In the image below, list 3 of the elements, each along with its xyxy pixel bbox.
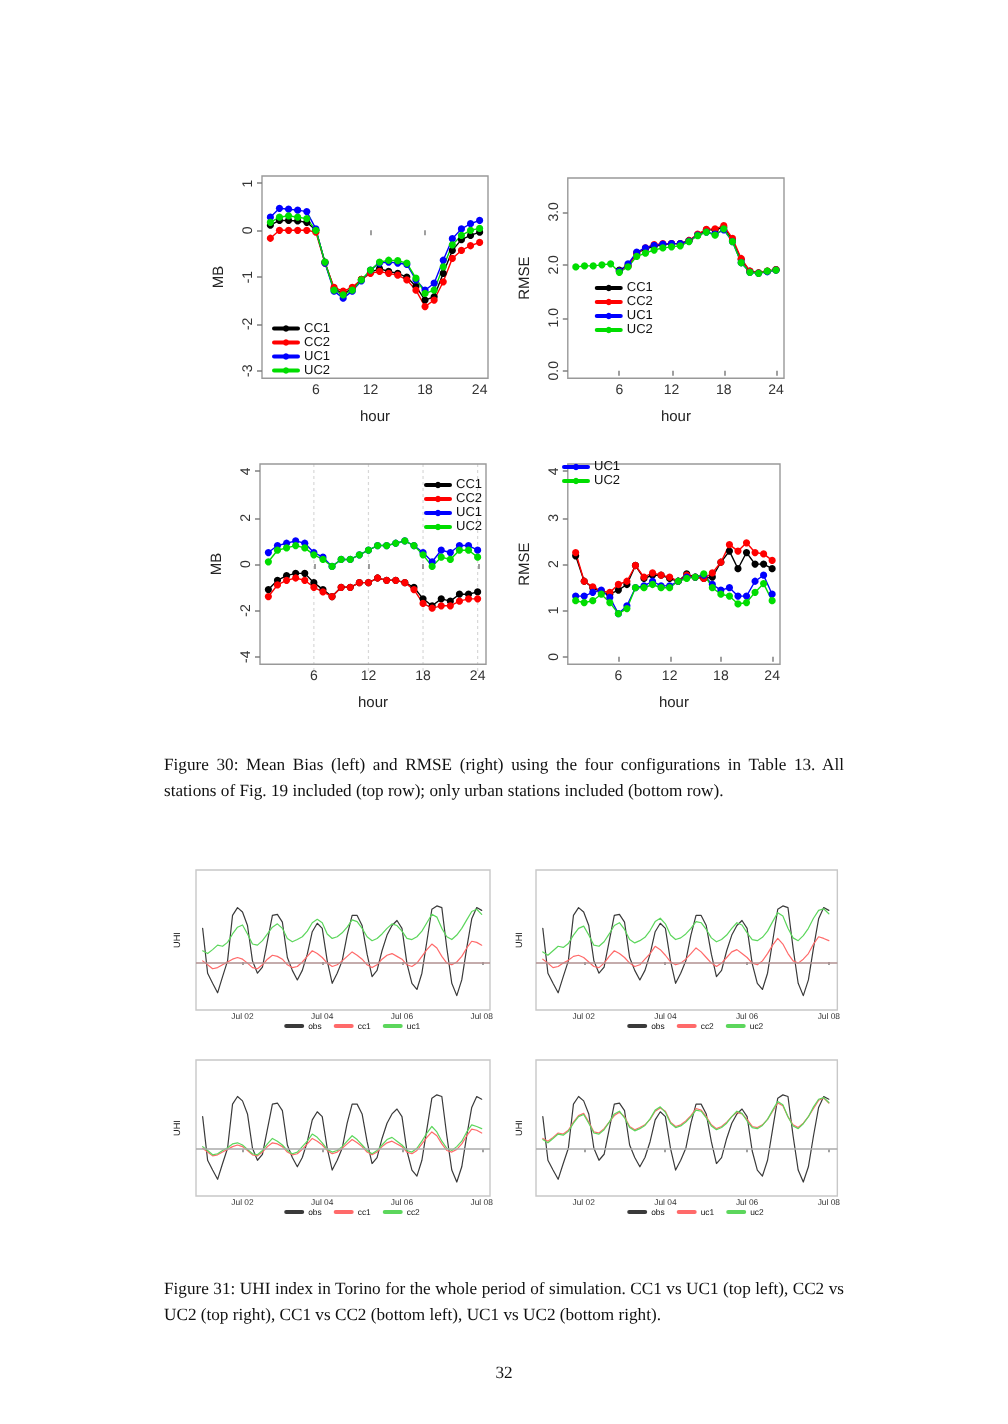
caption: Figure 30: Mean Bias (left) and RMSE (right) using the four configurations in Table 13. All stations of Fig. 19 included (top row); only urban stations included (bottom row). (164, 752, 844, 804)
caption: Figure 31: UHI index in Torino for the whole period of simulation. CC1 vs UC1 (top left), CC2 vs UC2 (top right), CC1 vs CC2 (bottom left), UC1 vs UC2 (bottom right). (164, 1276, 844, 1328)
text: 32 (493, 1360, 515, 1386)
